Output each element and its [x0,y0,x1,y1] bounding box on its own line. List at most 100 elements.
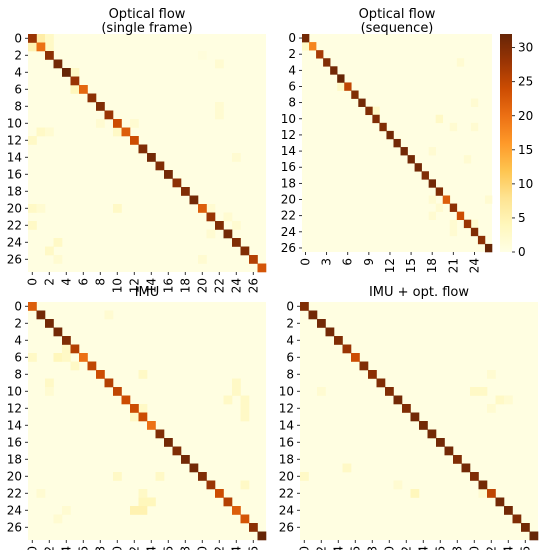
y-tick-label: 0 [286,299,294,313]
y-tick-label: 2 [14,48,22,62]
chart-title: IMU [135,285,160,300]
heatmap-cell [232,221,241,230]
heatmap-diagonal-cell [189,463,199,473]
heatmap-diagonal-cell [96,102,105,111]
x-tick-label: 12 [127,546,141,550]
heatmap-diagonal-cell [402,404,411,413]
heatmap-diagonal-cell [206,480,216,490]
y-tick-label: 12 [279,401,294,415]
x-tick-label: 26 [246,546,260,550]
heatmap-diagonal-cell [79,353,88,362]
heatmap-diagonal-cell [96,370,105,379]
heatmap-diagonal-cell [113,119,122,128]
heatmap-diagonal-cell [257,531,267,541]
heatmap-diagonal-cell [70,76,80,86]
x-tick-label: 18 [425,258,439,273]
colorbar-tick-label: 20 [518,109,533,123]
heatmap-diagonal-cell [121,395,131,405]
heatmap-diagonal-cell [249,255,258,264]
heatmap-imu: IMU0246810121416182022242602468101214161… [7,285,267,550]
heatmap-diagonal-cell [419,421,428,430]
y-tick-label: 0 [14,31,22,45]
x-tick-label: 14 [144,546,158,550]
heatmap-cell [104,310,114,320]
y-tick-label: 20 [7,201,22,215]
y-tick-label: 10 [7,384,22,398]
heatmap-cell [53,255,63,264]
y-tick-label: 20 [281,193,296,207]
heatmap-diagonal-cell [300,302,309,311]
heatmap-cell [428,195,437,204]
heatmap-diagonal-cell [308,310,318,320]
heatmap-diagonal-cell [456,211,465,221]
heatmap-diagonal-cell [359,361,369,371]
heatmap-cell [62,506,71,515]
y-tick-label: 24 [7,235,22,249]
heatmap-cell [28,353,37,362]
heatmap-cell [470,219,479,229]
heatmap-diagonal-cell [45,51,54,60]
heatmap-cell [215,110,224,120]
x-tick-label: 0 [25,546,39,550]
y-tick-label: 2 [14,316,22,330]
heatmap-diagonal-cell [427,429,437,439]
heatmap-cell [470,122,479,132]
heatmap-diagonal-cell [147,153,156,162]
heatmap-diagonal-cell [400,147,408,156]
heatmap-cell [410,489,420,498]
heatmap-cell [198,51,207,60]
heatmap-cell [36,204,46,213]
heatmap-diagonal-cell [138,144,148,154]
heatmap-cell [240,412,250,422]
y-tick-label: 10 [281,112,296,126]
heatmap-cell [36,489,46,498]
heatmap-diagonal-cell [495,497,505,507]
colorbar-gradient [500,34,512,252]
heatmap-diagonal-cell [206,212,216,222]
x-tick-label: 2 [314,546,328,550]
heatmap-diagonal-cell [62,336,71,345]
heatmap-diagonal-cell [453,455,462,464]
heatmap-diagonal-cell [240,514,250,524]
y-tick-label: 12 [281,128,296,142]
y-tick-label: 16 [279,435,294,449]
y-tick-label: 26 [7,252,22,266]
heatmap-cell [495,395,505,405]
y-tick-label: 6 [14,82,22,96]
heatmap-diagonal-cell [79,85,88,94]
y-tick-label: 18 [279,452,294,466]
heatmap-cell [478,489,488,498]
heatmap-cell [45,127,54,137]
heatmap-cell [36,127,46,137]
heatmap-cell [138,404,148,413]
y-tick-label: 14 [7,418,22,432]
heatmap-cell [28,221,37,230]
heatmap-cell [155,472,165,481]
heatmap-cell [28,136,37,145]
y-tick-label: 0 [288,31,296,45]
heatmap-diagonal-cell [164,170,173,179]
heatmap-cell [138,370,148,379]
y-tick-label: 18 [7,452,22,466]
y-tick-label: 22 [279,486,294,500]
heatmap-diagonal-cell [138,412,148,422]
heatmap-diagonal-cell [104,110,114,120]
heatmap-diagonal-cell [407,155,415,164]
heatmap-diagonal-cell [323,58,331,67]
colorbar-tick-label: 15 [518,143,533,157]
heatmap-diagonal-cell [70,344,80,354]
heatmap-diagonal-cell [484,243,493,253]
heatmap-cell [53,353,63,362]
colorbar-tick-label: 10 [518,177,533,191]
y-tick-label: 24 [7,503,22,517]
heatmap-cell [232,153,241,162]
heatmap-cell [342,463,352,473]
heatmap-cell [504,395,513,405]
x-tick-label: 2 [42,278,56,286]
heatmap-diagonal-cell [172,178,182,188]
x-tick-label: 4 [59,278,73,286]
heatmap-diagonal-cell [130,404,139,413]
heatmap-cell [96,119,105,128]
